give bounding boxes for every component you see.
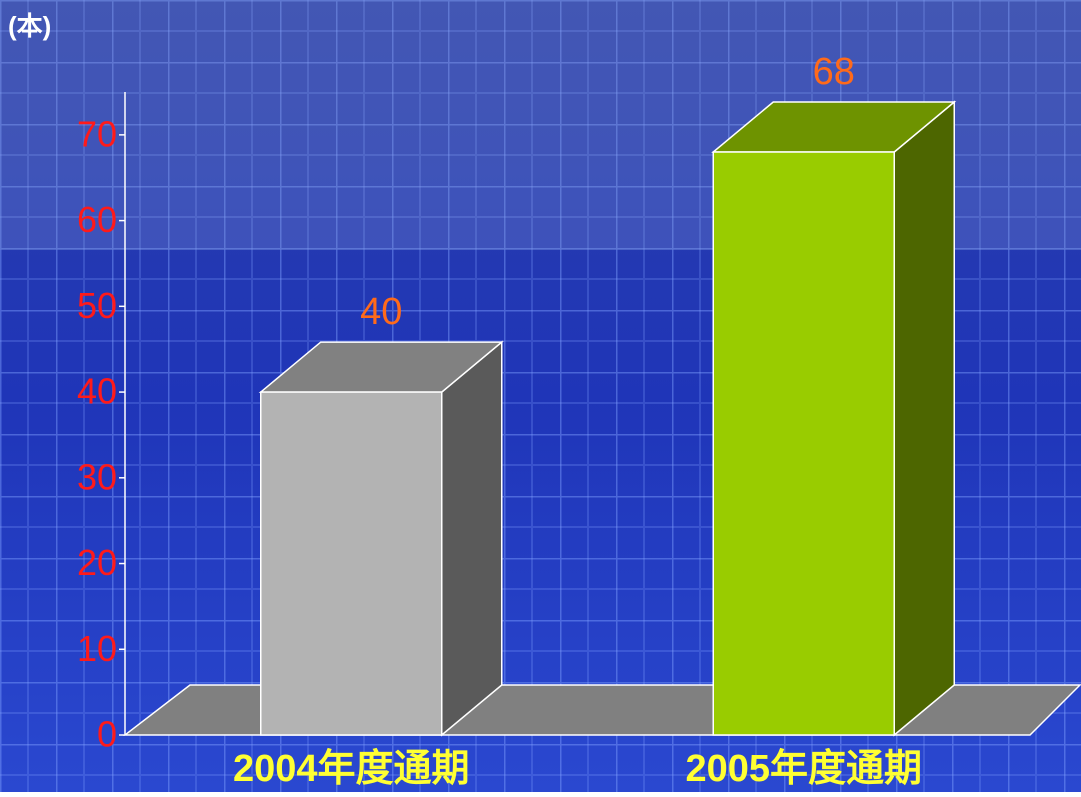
value-label: 40 — [360, 291, 402, 333]
y-tick-label: 10 — [77, 628, 117, 669]
chart: (本) 0 10 20 30 40 50 60 70 2004年度通期 40 2005年度通期 68 — [0, 0, 1081, 792]
y-tick-label: 30 — [77, 456, 117, 497]
y-tick-label: 40 — [77, 371, 117, 412]
bar-side — [894, 102, 954, 735]
bar — [261, 392, 442, 735]
y-tick-label: 0 — [97, 714, 117, 755]
bar-side — [442, 342, 502, 735]
y-tick-label: 50 — [77, 285, 117, 326]
bar — [713, 152, 894, 735]
y-tick-label: 20 — [77, 542, 117, 583]
y-tick-label: 60 — [77, 199, 117, 240]
y-tick-label: 70 — [77, 113, 117, 154]
x-tick-label: 2004年度通期 — [233, 748, 470, 790]
unit-label: (本) — [8, 11, 51, 41]
value-label: 68 — [813, 51, 855, 93]
x-tick-label: 2005年度通期 — [685, 748, 922, 790]
